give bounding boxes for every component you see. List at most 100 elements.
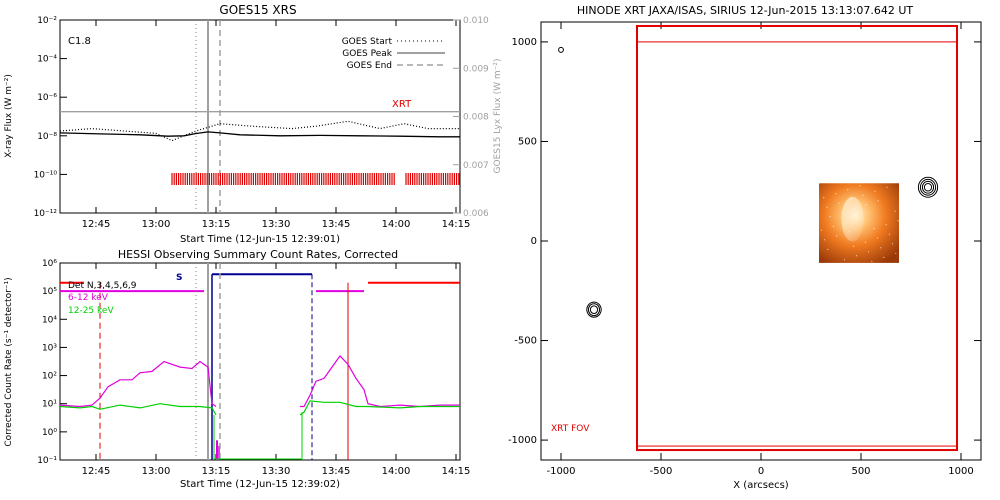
hinode-contour	[587, 303, 601, 317]
hessi-y-tick-label: 10⁶	[42, 259, 57, 269]
hessi-y-tick-label: 10⁵	[42, 287, 57, 297]
legend-goes-start: GOES Start	[342, 37, 393, 47]
hessi-x-tick-label: 14:00	[382, 466, 411, 477]
goes-y-right-tick-label: 0.007	[463, 161, 489, 171]
hinode-y-tick-label: 1000	[512, 37, 537, 48]
xrt-image-loop	[841, 196, 864, 242]
goes-y-right-tick-label: 0.010	[463, 16, 489, 26]
hinode-contour	[917, 176, 939, 198]
goes-title: GOES15 XRS	[219, 3, 296, 17]
hinode-x-tick-label: 0	[758, 466, 764, 477]
xrt-image-pixel-noise	[838, 202, 840, 204]
goes-y-tick-label: 10⁻⁸	[37, 132, 57, 142]
xrt-image-pixel-noise	[836, 235, 838, 237]
hessi-y-tick-label: 10¹	[42, 400, 57, 410]
xrt-image-pixel-noise	[895, 252, 897, 254]
hinode-contour	[558, 46, 564, 53]
hinode-x-tick-label: 1000	[948, 466, 973, 477]
xrt-image-pixel-noise	[859, 185, 861, 187]
xrt-image-pixel-noise	[844, 221, 847, 223]
hessi-y-tick-label: 10²	[42, 372, 57, 382]
legend-goes-end: GOES End	[347, 61, 392, 71]
goes-xlabel: Start Time (12-Jun-15 12:39:01)	[180, 234, 340, 245]
hessi-saa-label: S	[176, 273, 182, 283]
hessi-x-tick-label: 13:30	[262, 466, 291, 477]
xrt-image-pixel-noise	[868, 251, 870, 253]
xrt-image-pixel-noise	[873, 228, 875, 230]
xrt-image-pixel-noise	[853, 208, 855, 210]
xrt-image-pixel-noise	[897, 220, 899, 222]
legend-hessi-12-25kev: 12-25 keV	[68, 306, 114, 316]
xrt-image-pixel-noise	[877, 200, 879, 202]
xrt-image-pixel-noise	[820, 229, 823, 231]
goes-y-right-tick-label: 0.008	[463, 113, 489, 123]
hinode-y-tick-label: -1000	[508, 435, 537, 446]
xrt-image-pixel-noise	[832, 225, 835, 227]
hinode-contour	[919, 178, 937, 196]
hinode-contour	[589, 305, 599, 314]
xrt-image-pixel-noise	[871, 260, 873, 262]
goes-x-tick-label: 13:30	[262, 219, 291, 230]
hinode-data-layer: -1000 -500 0 500 1000 -1000 -500 0 500 1000	[508, 22, 981, 477]
xrt-image-pixel-noise	[874, 190, 876, 192]
goes-ylabel-right: GOES15 Lyx Flux (W m⁻²)	[493, 59, 503, 174]
xrt-image-pixel-noise	[862, 194, 864, 196]
xrt-image-pixel-noise	[829, 216, 831, 218]
hessi-data-layer: 12:45 13:00 13:15 13:30 13:45 14:00 14:15 10⁻¹ 1…	[37, 259, 470, 477]
hinode-y-tick-label: 500	[518, 136, 537, 147]
goes-y-tick-label: 10⁻⁴	[37, 55, 57, 65]
xrt-image-pixel-noise	[841, 212, 843, 214]
xrt-image-pixel-noise	[850, 198, 852, 200]
goes-y-tick-label: 10⁻¹²	[34, 209, 58, 219]
xrt-image-pixel-noise	[848, 231, 850, 233]
goes-y-right-tick-label: 0.006	[463, 209, 489, 219]
goes-x-tick-label: 14:00	[382, 219, 411, 230]
xrt-image-pixel-noise	[876, 237, 879, 239]
xrt-image-pixel-noise	[835, 193, 837, 195]
xrt-image-pixel-noise	[865, 204, 867, 206]
xrt-image-pixel-noise	[844, 259, 846, 261]
goes-y-right-tick-label: 0.009	[463, 64, 489, 74]
goes-x-tick-label: 13:00	[142, 219, 171, 230]
hinode-contour	[923, 182, 933, 192]
goes-ylabel: X-ray Flux (W m⁻²)	[4, 74, 14, 158]
goes-legend: GOES Start GOES Peak GOES End	[342, 37, 445, 71]
goes-data-layer: 12:45 13:00 13:15 13:30 13:45 14:00 14:15 10⁻¹²…	[34, 16, 489, 230]
xrt-image-pixel-noise	[852, 245, 855, 247]
hessi-x-tick-label: 12:45	[82, 466, 111, 477]
hinode-contour	[921, 180, 935, 194]
hinode-contour	[586, 301, 602, 318]
hessi-x-tick-label: 13:15	[202, 466, 231, 477]
hessi-title: HESSI Observing Summary Count Rates, Cor…	[118, 248, 398, 261]
hinode-xlabel: X (arcsecs)	[733, 480, 789, 491]
hinode-title: HINODE XRT JAXA/ISAS, SIRIUS 12-Jun-2015…	[577, 4, 914, 17]
goes-class-label: C1.8	[68, 36, 91, 47]
hessi-y-tick-label: 10⁻¹	[37, 456, 57, 466]
goes-y-tick-label: 10⁻⁶	[37, 93, 57, 103]
xrt-image-pixel-noise	[883, 256, 885, 258]
hessi-x-tick-label: 13:00	[142, 466, 171, 477]
hessi-ylabel: Corrected Count Rate (s⁻¹ detector⁻¹)	[4, 277, 14, 446]
hessi-legend: Det N,3,4,5,6,9 6-12 keV 12-25 keV	[68, 281, 137, 316]
xrt-image-pixel-noise	[894, 210, 896, 212]
legend-hessi-6-12kev: 6-12 keV	[68, 293, 109, 303]
xrt-image-pixel-noise	[827, 248, 829, 250]
hinode-plot-frame	[540, 21, 982, 461]
xrt-fov-outer	[636, 24, 958, 452]
xrt-image-pixel-noise	[847, 189, 849, 191]
hessi-series-1	[59, 403, 217, 416]
goes-xrt-label: XRT	[392, 99, 412, 110]
goes-x-tick-label: 14:15	[442, 219, 471, 230]
goes-x-tick-label: 13:45	[322, 219, 351, 230]
hessi-plot-frame	[59, 262, 461, 461]
goes-series-0	[59, 131, 460, 138]
hessi-xlabel: Start Time (12-Jun-15 12:39:02)	[180, 479, 340, 490]
hinode-y-tick-label: 0	[531, 236, 537, 247]
xrt-image-pixel-noise	[823, 197, 825, 199]
hinode-x-tick-label: 500	[851, 466, 870, 477]
hinode-fov-label: XRT FOV	[551, 424, 590, 434]
goes-y-tick-label: 10⁻¹⁰	[34, 170, 58, 180]
xrt-image-pixel-noise	[864, 241, 867, 243]
legend-hessi-detectors: Det N,3,4,5,6,9	[68, 281, 137, 291]
